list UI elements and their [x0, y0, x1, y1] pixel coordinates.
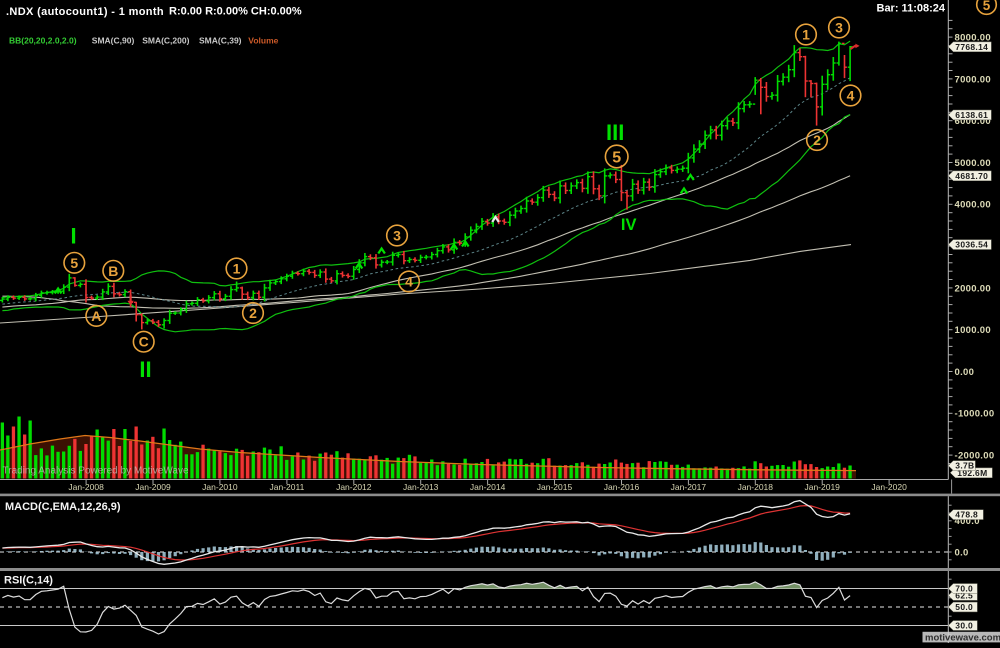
svg-text:Jan-2017: Jan-2017: [671, 482, 707, 492]
svg-text:7000.00: 7000.00: [955, 74, 991, 85]
svg-text:0.00: 0.00: [955, 367, 975, 378]
svg-text:4681.70: 4681.70: [955, 171, 988, 181]
svg-text:1000.00: 1000.00: [955, 325, 991, 336]
svg-text:III: III: [606, 120, 624, 145]
svg-text:4000.00: 4000.00: [955, 200, 991, 211]
svg-text:Jan-2012: Jan-2012: [336, 482, 372, 492]
svg-text:3: 3: [393, 228, 401, 244]
svg-text:Jan-2013: Jan-2013: [403, 482, 439, 492]
svg-text:Jan-2019: Jan-2019: [804, 482, 840, 492]
svg-text:BB(20,20,2.0,2.0): BB(20,20,2.0,2.0): [9, 36, 77, 46]
svg-text:MACD(C,EMA,12,26,9): MACD(C,EMA,12,26,9): [5, 501, 121, 513]
svg-text:SMA(C,200): SMA(C,200): [142, 36, 189, 46]
svg-text:Bar: 11:08:24: Bar: 11:08:24: [877, 3, 946, 15]
svg-text:0.0: 0.0: [955, 547, 969, 558]
svg-text:Jan-2020: Jan-2020: [871, 482, 907, 492]
svg-text:A: A: [91, 308, 101, 324]
svg-text:Jan-2016: Jan-2016: [604, 482, 640, 492]
svg-text:5: 5: [983, 0, 991, 13]
svg-text:R:0.00 R:0.00% CH:0.00%: R:0.00 R:0.00% CH:0.00%: [169, 6, 302, 18]
svg-text:.NDX (autocount1) - 1 month: .NDX (autocount1) - 1 month: [6, 6, 164, 18]
svg-text:II: II: [139, 357, 151, 382]
svg-text:Jan-2011: Jan-2011: [269, 482, 304, 492]
svg-text:4: 4: [405, 274, 413, 290]
svg-text:3036.54: 3036.54: [955, 240, 988, 250]
svg-text:IV: IV: [621, 216, 637, 234]
svg-text:Jan-2009: Jan-2009: [135, 482, 171, 492]
svg-text:3: 3: [835, 20, 843, 36]
svg-text:motivewave.com: motivewave.com: [925, 632, 1000, 643]
svg-text:5: 5: [612, 149, 621, 166]
svg-text:4: 4: [847, 88, 855, 104]
svg-text:I: I: [70, 224, 76, 249]
svg-text:478.8: 478.8: [955, 510, 978, 520]
svg-text:50.0: 50.0: [955, 602, 973, 612]
svg-text:2: 2: [249, 305, 257, 321]
svg-text:3.7B: 3.7B: [955, 461, 974, 471]
svg-text:70.0: 70.0: [955, 584, 973, 594]
svg-text:C: C: [139, 334, 149, 350]
svg-text:7768.14: 7768.14: [955, 42, 988, 52]
svg-text:2000.00: 2000.00: [955, 283, 991, 294]
svg-text:Trading Analysis Powered by Mo: Trading Analysis Powered by MotiveWave: [3, 466, 189, 477]
svg-text:Volume: Volume: [248, 36, 278, 46]
svg-text:Jan-2018: Jan-2018: [738, 482, 774, 492]
svg-text:B: B: [108, 263, 118, 279]
svg-text:Jan-2010: Jan-2010: [202, 482, 238, 492]
svg-text:1: 1: [802, 27, 810, 43]
svg-text:5000.00: 5000.00: [955, 158, 991, 169]
svg-text:5: 5: [70, 255, 78, 271]
svg-text:Jan-2015: Jan-2015: [537, 482, 573, 492]
svg-text:-1000.00: -1000.00: [955, 409, 995, 420]
svg-text:Jan-2008: Jan-2008: [68, 482, 104, 492]
svg-text:SMA(C,39): SMA(C,39): [199, 36, 242, 46]
svg-text:1: 1: [233, 261, 241, 277]
svg-text:30.0: 30.0: [955, 621, 973, 631]
svg-text:RSI(C,14): RSI(C,14): [4, 575, 53, 587]
svg-text:2: 2: [813, 132, 821, 148]
svg-text:Jan-2014: Jan-2014: [470, 482, 506, 492]
svg-text:SMA(C,90): SMA(C,90): [92, 36, 135, 46]
svg-text:6138.61: 6138.61: [955, 110, 988, 120]
